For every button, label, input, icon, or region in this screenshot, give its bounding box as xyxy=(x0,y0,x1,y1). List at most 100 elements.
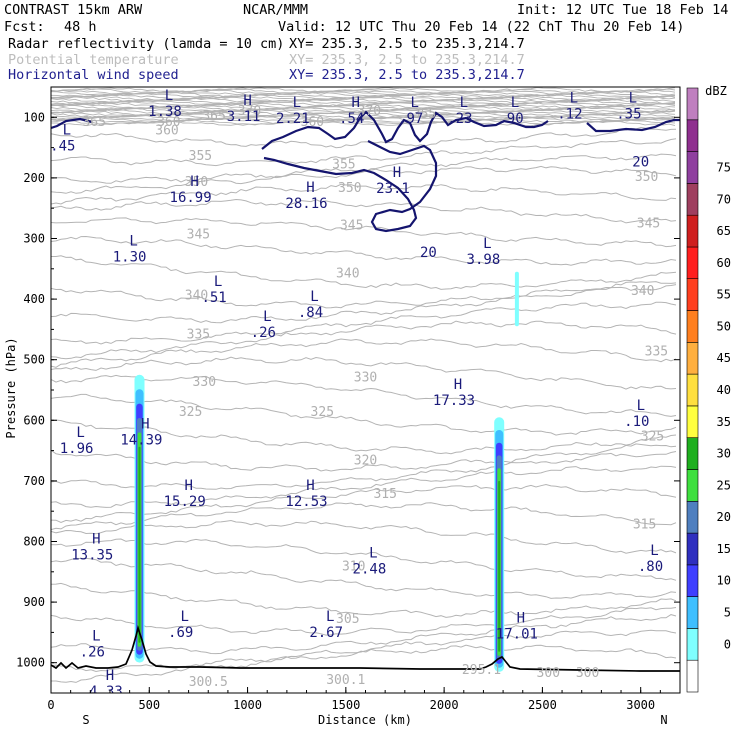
wind-contour-value: 20 xyxy=(632,155,649,171)
extremum-value: 2.48 xyxy=(353,562,387,578)
extremum-value: .23 xyxy=(447,111,472,127)
colorbar-swatch xyxy=(686,310,699,343)
theta-label: 315 xyxy=(373,487,396,502)
extremum-kind: L xyxy=(214,274,222,290)
theta-contour xyxy=(51,451,677,490)
extremum-kind: H xyxy=(393,165,401,181)
theta-label: 295.1 xyxy=(462,663,501,678)
extremum-value: 17.33 xyxy=(433,393,475,409)
extremum-value: 28.16 xyxy=(285,196,327,212)
colorbar-swatch xyxy=(686,278,699,311)
y-tick-label: 600 xyxy=(23,413,45,427)
extremum-kind: L xyxy=(326,609,334,625)
extremum-kind: H xyxy=(351,95,359,111)
theta-contour xyxy=(51,217,677,248)
terrain-surface xyxy=(51,624,680,672)
reflectivity-cell xyxy=(138,446,141,643)
extremum-kind: H xyxy=(306,180,314,196)
theta-label: 370 xyxy=(238,104,261,119)
theta-label: 300 xyxy=(537,666,560,681)
colorbar-tick-label: 5 xyxy=(724,606,731,620)
colorbar-tick-label: 75 xyxy=(717,161,731,175)
extremum-value: .69 xyxy=(168,625,193,641)
theta-label: 335 xyxy=(187,328,210,343)
colorbar: dBZ 0 5 10 15 20 25 30 35 40 45 50 55 60 65 70 75 xyxy=(686,84,731,693)
extremum-kind: L xyxy=(483,236,491,252)
extremum-kind: L xyxy=(92,629,100,645)
theta-label: 355 xyxy=(413,107,436,122)
y-tick-label: 800 xyxy=(23,535,45,549)
x-tick-label: 1500 xyxy=(331,698,360,712)
field-reflectivity: Radar reflectivity (lamda = 10 cm) xyxy=(8,36,284,52)
theta-label: 350 xyxy=(635,170,658,185)
wind-contour-value: 20 xyxy=(420,245,437,261)
extremum-value: 15.29 xyxy=(164,494,206,510)
extremum-kind: H xyxy=(184,478,192,494)
theta-contour-labels: 365 360 365 370 360 370 355 360 355 355 350 350 350 3… xyxy=(82,104,668,690)
theta-label: 335 xyxy=(645,345,668,360)
x-tick-label: 1000 xyxy=(233,698,262,712)
extremum-value: 3.98 xyxy=(467,252,501,268)
theta-contour xyxy=(51,582,677,618)
theta-contour xyxy=(51,356,677,390)
y-tick-label: 900 xyxy=(23,595,45,609)
theta-strat-line xyxy=(51,113,676,120)
theta-strat-line xyxy=(51,93,676,100)
extremum-kind: L xyxy=(511,95,519,111)
colorbar-tick-label: 20 xyxy=(717,510,731,524)
theta-contour xyxy=(51,538,677,581)
theta-label: 360 xyxy=(301,115,324,130)
extremum-kind: L xyxy=(293,95,301,111)
extremum-kind: L xyxy=(165,88,173,104)
x-axis-north-label: N xyxy=(660,713,667,727)
x-axis: 0 500 1000 1500 2000 2500 3000 xyxy=(47,687,661,712)
extremum-kind: L xyxy=(369,546,377,562)
extremum-value: 1.96 xyxy=(60,441,94,457)
theta-contour xyxy=(51,284,677,324)
theta-label: 355 xyxy=(332,157,355,172)
extremum-value: 2.21 xyxy=(276,111,310,127)
extremum-value: .45 xyxy=(50,139,75,155)
colorbar-tick-label: 65 xyxy=(717,224,731,238)
extremum-kind: L xyxy=(180,609,188,625)
extremum-value: .12 xyxy=(557,106,582,122)
extremum-value: 1.38 xyxy=(148,104,182,120)
extremum-value: .90 xyxy=(498,111,523,127)
colorbar-tick-label: 45 xyxy=(717,351,731,365)
x-tick-label: 3000 xyxy=(626,698,655,712)
extremum-value: .51 xyxy=(201,290,226,306)
extremum-value: .97 xyxy=(398,111,423,127)
colorbar-tick-label: 25 xyxy=(717,478,731,492)
extremum-value: .35 xyxy=(616,106,641,122)
theta-strat-line xyxy=(51,98,676,105)
field-reflectivity-xy: XY= 235.3, 2.5 to 235.3,214.7 xyxy=(289,36,525,52)
theta-strat-line xyxy=(51,88,676,95)
wind-extrema-labels: L.45L1.38H3.11L2.21H.54L.97L.23L.90L.12L… xyxy=(50,88,663,693)
extremum-kind: L xyxy=(129,233,137,249)
colorbar-swatch xyxy=(686,500,699,534)
extremum-value: .26 xyxy=(251,325,276,341)
theta-label: 325 xyxy=(311,405,334,420)
y-tick-label: 500 xyxy=(23,353,45,367)
extremum-kind: H xyxy=(141,416,149,432)
wind-contour-20-core xyxy=(263,140,438,233)
colorbar-swatch xyxy=(686,628,699,661)
theta-label: 330 xyxy=(354,371,377,386)
y-tick-label: 400 xyxy=(23,292,45,306)
extremum-kind: H xyxy=(517,610,525,626)
y-tick-label: 700 xyxy=(23,474,45,488)
extremum-value: 14.39 xyxy=(120,432,162,448)
theta-contour xyxy=(51,338,677,368)
theta-contour xyxy=(51,153,677,184)
y-tick-label: 1000 xyxy=(16,656,45,670)
colorbar-swatch xyxy=(686,151,699,184)
theta-contour xyxy=(51,235,677,266)
extremum-value: 1.30 xyxy=(113,249,147,265)
field-theta: Potential temperature xyxy=(8,52,179,68)
theta-contour xyxy=(51,614,677,655)
y-axis-label: Pressure (hPa) xyxy=(4,337,18,438)
colorbar-swatch xyxy=(686,373,699,407)
theta-contour xyxy=(51,165,677,194)
theta-contour xyxy=(51,644,677,683)
theta-strat-line xyxy=(51,120,676,127)
